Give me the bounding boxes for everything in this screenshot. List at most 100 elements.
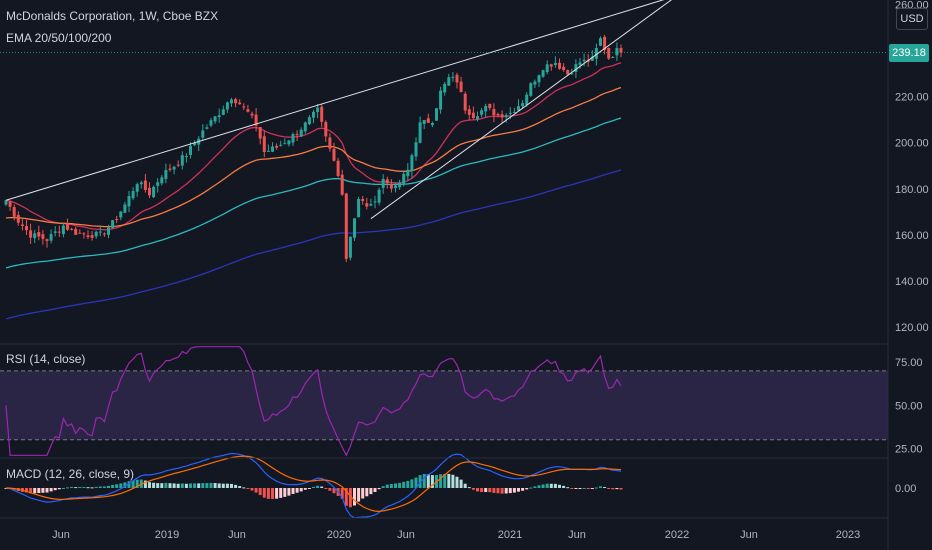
macd-histogram-bar [443,473,447,488]
candle-body [340,174,344,195]
macd-histogram-bar [160,483,164,488]
candle-body [484,105,488,112]
macd-histogram-bar [353,488,356,506]
macd-histogram-bar [213,482,217,488]
candle-body [102,233,106,235]
candle-body [164,169,168,179]
macd-histogram-bar [205,483,209,488]
candle-body [225,102,229,110]
macd-histogram-bar [570,488,574,489]
rsi-tick-label: 75.00 [895,357,923,369]
currency-button[interactable]: USD [896,8,928,30]
macd-histogram-bar [582,487,586,489]
macd-histogram-bar [37,488,41,494]
macd-histogram-bar [615,488,619,490]
macd-histogram-bar [152,482,156,488]
candle-body [193,142,197,146]
macd-histogram-bar [607,488,611,489]
candle-body [430,122,434,126]
candle-body [332,148,336,161]
macd-histogram-bar [119,483,123,488]
macd-histogram-bar [328,488,332,491]
macd-histogram-bar [324,488,328,489]
macd-histogram-bar [381,486,385,488]
candle-body [16,214,20,223]
symbol-legend[interactable]: McDonalds Corporation, 1W, Cboe BZX [6,9,219,23]
candle-body [566,70,570,75]
candle-body [426,118,430,123]
candle-body [254,114,258,126]
price-tick-label: 160.00 [895,230,929,242]
candle-body [394,185,397,189]
macd-histogram-bar [586,488,590,489]
macd-histogram-bar [496,488,500,494]
macd-histogram-bar [197,483,201,488]
macd-histogram-bar [365,488,369,497]
candle-body [324,121,328,137]
macd-histogram-bar [541,484,545,488]
signal-line [5,455,622,513]
macd-histogram-bar [217,483,221,488]
candle-body [320,106,324,122]
candle-body [160,177,164,184]
macd-histogram-bar [102,486,106,488]
macd-histogram-bar [562,485,566,488]
macd-histogram-bar [156,483,160,488]
macd-histogram-bar [549,483,553,488]
candle-body [422,120,426,124]
macd-histogram-bar [258,488,262,496]
rsi-legend[interactable]: RSI (14, close) [6,352,86,366]
macd-histogram-bar [578,488,582,489]
macd-histogram-bar [57,488,61,490]
candle-body [53,231,57,233]
ema-legend[interactable]: EMA 20/50/100/200 [6,31,112,45]
candle-body [152,186,156,198]
candle-body [189,145,192,155]
candle-body [271,146,274,152]
candle-body [398,182,402,188]
candle-body [217,115,221,118]
candle-body [385,179,389,184]
macd-histogram-bar [193,483,197,488]
candle-body [476,116,479,120]
macd-histogram-bar [451,474,455,488]
candle-body [262,136,266,152]
candle-body [172,166,176,170]
candle-body [529,83,533,96]
candle-body [287,140,291,145]
macd-pane[interactable] [4,452,623,519]
candle-body [250,113,254,116]
macd-histogram-bar [180,483,184,488]
candle-body [496,114,500,116]
macd-histogram-bar [291,488,295,494]
macd-histogram-bar [279,488,283,498]
macd-legend[interactable]: MACD (12, 26, close, 9) [6,467,135,481]
macd-tick-label: 0.00 [895,483,916,495]
candle-body [230,99,233,104]
macd-histogram-bar [459,479,463,488]
macd-histogram-bar [283,488,287,497]
macd-histogram-bar [492,488,496,493]
macd-histogram-bar [525,488,529,490]
macd-histogram-bar [471,488,475,490]
candle-body [418,122,422,143]
macd-histogram-bar [143,480,147,488]
price-tick-label: 180.00 [895,184,929,196]
candle-body [414,142,418,157]
macd-histogram-bar [242,487,246,489]
candle-body [275,145,279,148]
candle-body [381,178,385,188]
macd-histogram-bar [189,483,192,488]
candle-body [279,144,283,146]
macd-histogram-bar [299,488,303,492]
candle-body [492,108,496,116]
rsi-pane[interactable] [0,346,888,457]
candle-body [439,90,443,110]
candle-body [78,232,82,234]
price-pane[interactable] [0,0,888,320]
candle-body [316,107,320,113]
macd-histogram-bar [566,487,570,489]
time-tick-label: Jun [228,529,246,541]
candle-body [615,48,619,56]
